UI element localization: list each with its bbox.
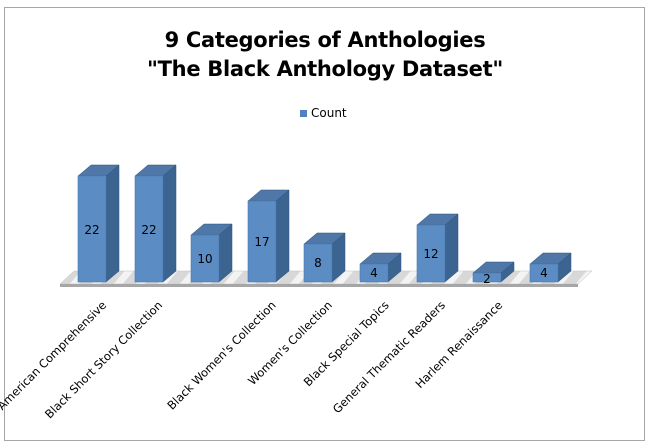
data-label-4: 8: [314, 256, 322, 270]
data-label-1: 22: [141, 223, 156, 237]
bar-3: [247, 189, 290, 283]
data-label-0: 22: [84, 223, 99, 237]
chart-title-line2: "The Black Anthology Dataset": [147, 57, 503, 81]
data-label-6: 12: [423, 247, 438, 261]
data-label-5: 4: [370, 266, 378, 280]
chart-title-line1: 9 Categories of Anthologies: [164, 28, 486, 52]
bar-4: [303, 232, 346, 283]
data-label-2: 10: [197, 252, 212, 266]
data-label-3: 17: [254, 235, 269, 249]
legend: Count: [300, 106, 347, 120]
legend-swatch-icon: [300, 109, 307, 117]
bar-1: [134, 164, 177, 283]
bar-6: [416, 213, 459, 283]
bar-2: [190, 223, 233, 283]
legend-label: Count: [311, 106, 347, 120]
bar-7: [472, 261, 515, 283]
data-label-7: 2: [483, 272, 491, 286]
bar-8: [529, 252, 572, 283]
chart-title: 9 Categories of Anthologies "The Black A…: [0, 26, 650, 84]
bar-5: [359, 252, 402, 283]
bar-0: [77, 164, 120, 283]
data-label-8: 4: [540, 266, 548, 280]
